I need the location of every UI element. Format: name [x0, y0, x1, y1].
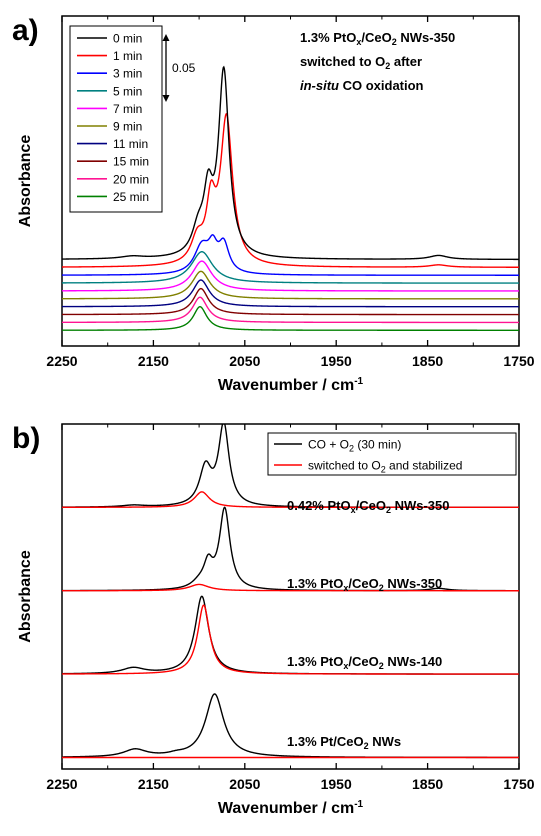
b-sample-label-0: 0.42% PtOx/CeO2 NWs-350: [287, 498, 450, 515]
a-legend-label-6: 11 min: [113, 137, 148, 151]
a-series-line-20-min: [62, 296, 519, 324]
a-legend-label-3: 5 min: [113, 84, 142, 98]
a-legend-label-5: 9 min: [113, 120, 142, 134]
a-scale-bar-arrow-up: [162, 34, 170, 41]
b-sample-label-1: 1.3% PtOx/CeO2 NWs-350: [287, 576, 442, 593]
a-xtick-label-2150: 2150: [138, 353, 169, 369]
a-series-line-25-min: [62, 305, 519, 331]
b-xtick-label-2050: 2050: [229, 776, 260, 792]
a-annotation-line-0: 1.3% PtOx/CeO2 NWs-350: [300, 30, 455, 47]
b-y-axis-title: Absorbance: [17, 550, 34, 643]
a-xtick-label-1750: 1750: [503, 353, 534, 369]
a-series-line-15-min: [62, 287, 519, 316]
a-xtick-label-2050: 2050: [229, 353, 260, 369]
a-series-line-0-min: [62, 65, 519, 261]
a-series-line-11-min: [62, 279, 519, 308]
a-legend-label-8: 20 min: [113, 172, 149, 186]
b-legend: CO + O2 (30 min) switched to O2 and stabi…: [267, 432, 517, 476]
a-series-line-1-min: [62, 112, 519, 268]
panel-a: 2250 2150 2050 1950 1850 1750 Wavenumber / cm-…: [12, 14, 535, 394]
a-scale-bar-label: 0.05: [172, 61, 196, 75]
panel-b: 2250 2150 2050 1950 1850 1750 Wavenumber / cm-…: [12, 422, 535, 817]
a-legend-label-2: 3 min: [113, 67, 142, 81]
a-legend-label-4: 7 min: [113, 102, 142, 116]
a-series-line-3-min: [62, 234, 519, 276]
b-xtick-label-1750: 1750: [503, 776, 534, 792]
b-xtick-label-1950: 1950: [321, 776, 352, 792]
b-legend-frame: [267, 432, 517, 476]
a-legend-label-9: 25 min: [113, 190, 149, 204]
a-annotation-line-2: in-situ CO oxidation: [300, 78, 424, 93]
b-series-red-1: [62, 583, 519, 592]
a-annotation-line-1: switched to O2 after: [300, 54, 422, 71]
a-legend-label-0: 0 min: [113, 32, 142, 46]
b-xtick-label-2150: 2150: [138, 776, 169, 792]
b-series-red-0: [62, 491, 519, 509]
a-legend-label-1: 1 min: [113, 49, 142, 63]
a-y-axis-title: Absorbance: [17, 135, 34, 228]
a-xtick-label-2250: 2250: [46, 353, 77, 369]
a-xtick-label-1950: 1950: [321, 353, 352, 369]
a-scale-bar-arrow-down: [162, 95, 170, 102]
a-legend: 0 min 1 min 3 min 5 min 7 min 9 min 11 min 15 m…: [69, 25, 163, 213]
a-legend-frame: [69, 25, 163, 213]
b-series-group: [62, 424, 519, 759]
b-legend-label-0: CO + O2 (30 min): [308, 438, 401, 454]
a-series-line-7-min: [62, 260, 519, 292]
b-panel-label: b): [12, 422, 40, 455]
b-xtick-label-1850: 1850: [412, 776, 443, 792]
b-xtick-label-2250: 2250: [46, 776, 77, 792]
a-series-line-9-min: [62, 270, 519, 300]
a-xtick-label-1850: 1850: [412, 353, 443, 369]
a-series-line-5-min: [62, 251, 519, 284]
a-panel-label: a): [12, 14, 39, 47]
b-legend-label-1: switched to O2 and stabilized: [308, 459, 462, 475]
a-legend-label-7: 15 min: [113, 155, 149, 169]
b-series-red-2: [62, 604, 519, 675]
b-x-axis-title: Wavenumber / cm-1: [218, 799, 364, 817]
a-series-group: [62, 65, 519, 331]
b-sample-label-2: 1.3% PtOx/CeO2 NWs-140: [287, 654, 442, 671]
a-x-axis-title: Wavenumber / cm-1: [218, 376, 364, 394]
b-sample-label-3: 1.3% Pt/CeO2 NWs: [287, 734, 401, 751]
